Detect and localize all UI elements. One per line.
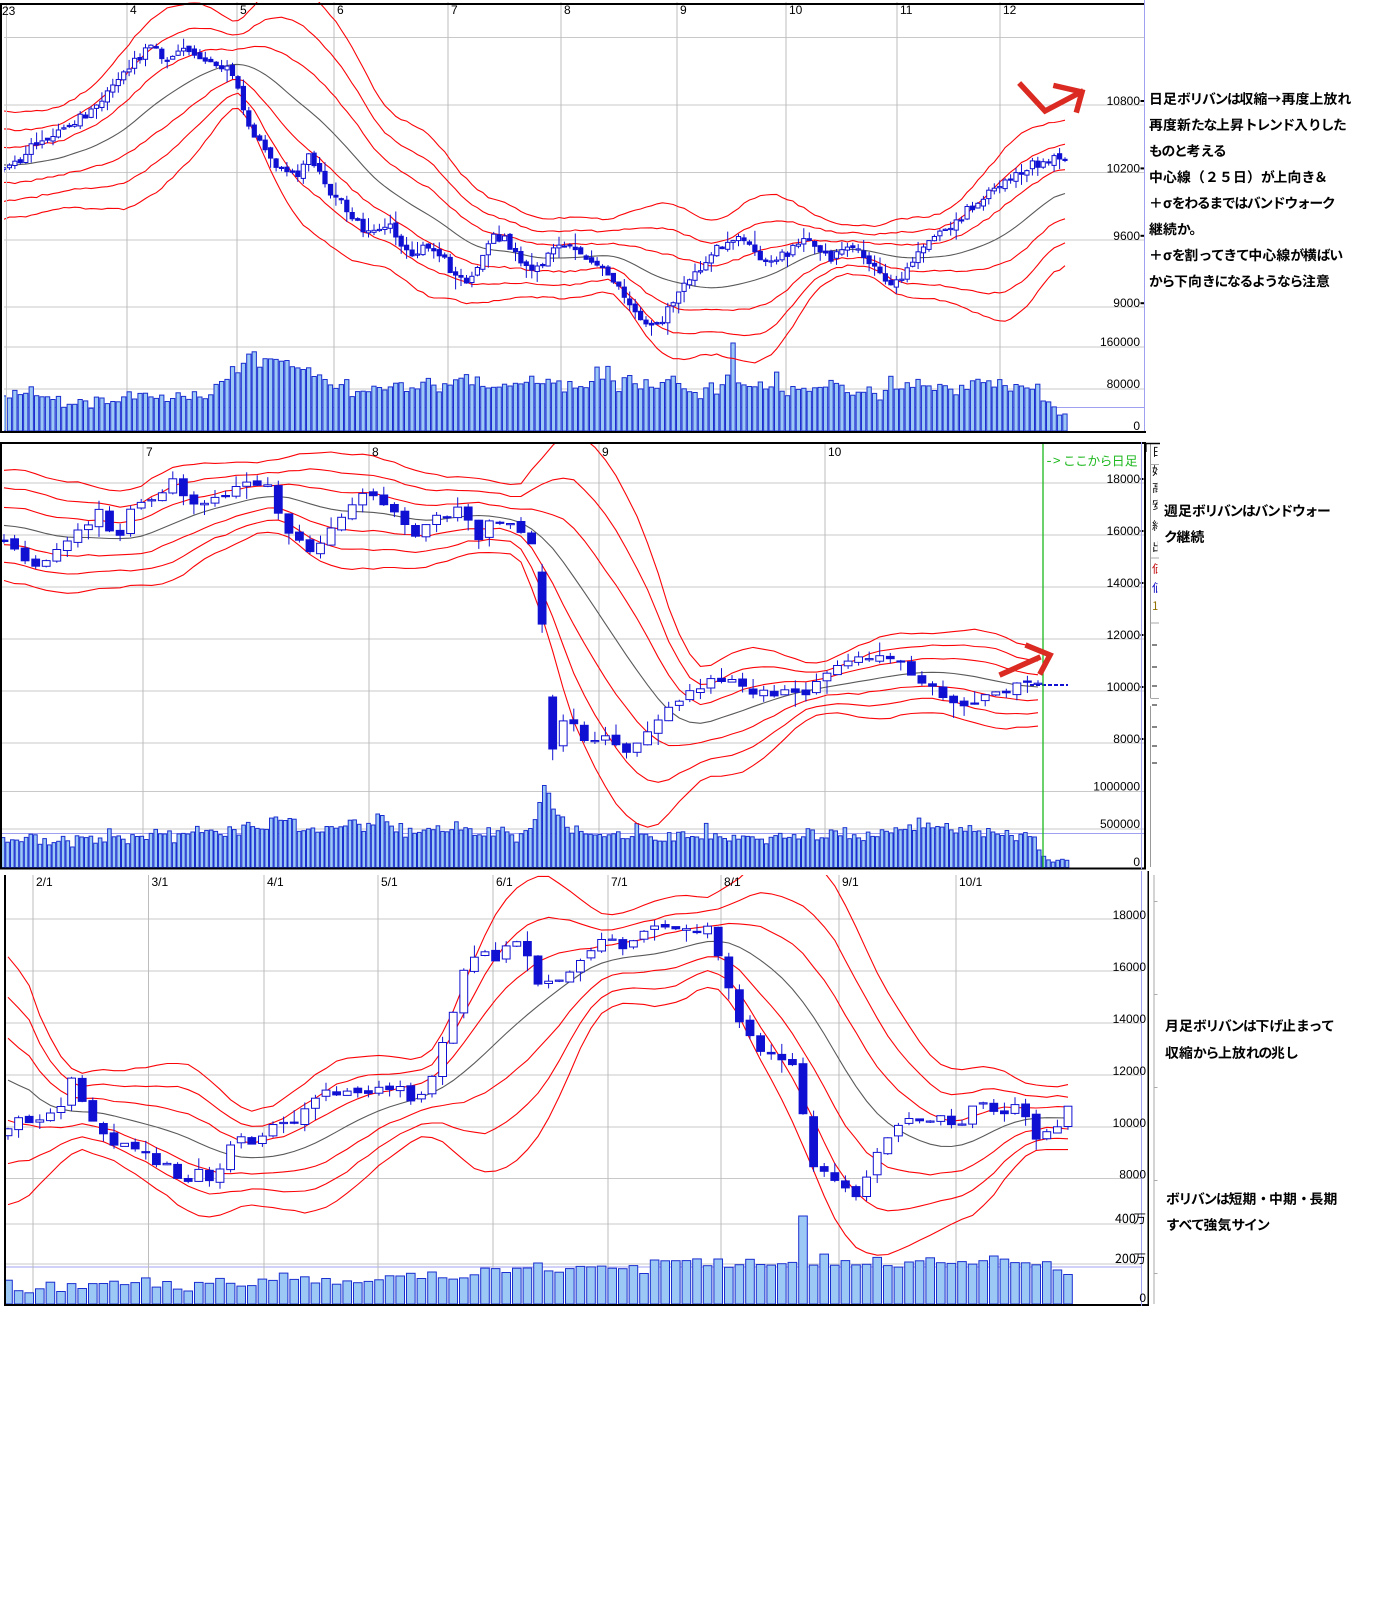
svg-text:8: 8 <box>564 3 571 17</box>
svg-text:9: 9 <box>680 3 687 17</box>
svg-text:18000: 18000 <box>1113 908 1147 922</box>
svg-text:10200: 10200 <box>1107 161 1141 175</box>
svg-text:160000: 160000 <box>1100 335 1140 349</box>
svg-text:7: 7 <box>146 445 153 459</box>
svg-text:8: 8 <box>372 445 379 459</box>
svg-text:9000: 9000 <box>1113 296 1140 310</box>
svg-text:23: 23 <box>2 4 16 18</box>
svg-text:14000: 14000 <box>1113 1012 1147 1026</box>
svg-text:10000: 10000 <box>1107 680 1141 694</box>
svg-text:5: 5 <box>240 3 247 17</box>
svg-text:3/1: 3/1 <box>152 875 169 889</box>
svg-text:18000: 18000 <box>1107 472 1141 486</box>
svg-text:4: 4 <box>130 3 137 17</box>
svg-text:80000: 80000 <box>1107 377 1141 391</box>
svg-text:16000: 16000 <box>1107 524 1141 538</box>
svg-text:6/1: 6/1 <box>496 875 513 889</box>
svg-text:10/1: 10/1 <box>959 875 983 889</box>
svg-text:10: 10 <box>789 3 803 17</box>
svg-text:1000000: 1000000 <box>1093 780 1140 794</box>
svg-text:12: 12 <box>1003 3 1017 17</box>
svg-text:500000: 500000 <box>1100 817 1140 831</box>
svg-text:12000: 12000 <box>1107 628 1141 642</box>
svg-text:8000: 8000 <box>1113 732 1140 746</box>
svg-text:2/1: 2/1 <box>36 875 53 889</box>
svg-text:14000: 14000 <box>1107 576 1141 590</box>
svg-text:11: 11 <box>900 3 913 17</box>
svg-text:8/1: 8/1 <box>724 875 741 889</box>
svg-text:9: 9 <box>602 445 609 459</box>
svg-text:7/1: 7/1 <box>611 875 628 889</box>
svg-text:6: 6 <box>337 3 344 17</box>
svg-text:12000: 12000 <box>1113 1064 1147 1078</box>
svg-text:8000: 8000 <box>1119 1168 1146 1182</box>
svg-text:5/1: 5/1 <box>381 875 398 889</box>
svg-text:10: 10 <box>828 445 842 459</box>
svg-text:0: 0 <box>1133 419 1140 433</box>
svg-text:16000: 16000 <box>1113 960 1147 974</box>
svg-text:10800: 10800 <box>1107 94 1141 108</box>
svg-text:4/1: 4/1 <box>267 875 284 889</box>
svg-text:9/1: 9/1 <box>842 875 859 889</box>
svg-text:0: 0 <box>1133 855 1140 869</box>
svg-text:9600: 9600 <box>1113 229 1140 243</box>
svg-text:10000: 10000 <box>1113 1116 1147 1130</box>
svg-text:0: 0 <box>1139 1291 1146 1305</box>
svg-text:7: 7 <box>451 3 458 17</box>
